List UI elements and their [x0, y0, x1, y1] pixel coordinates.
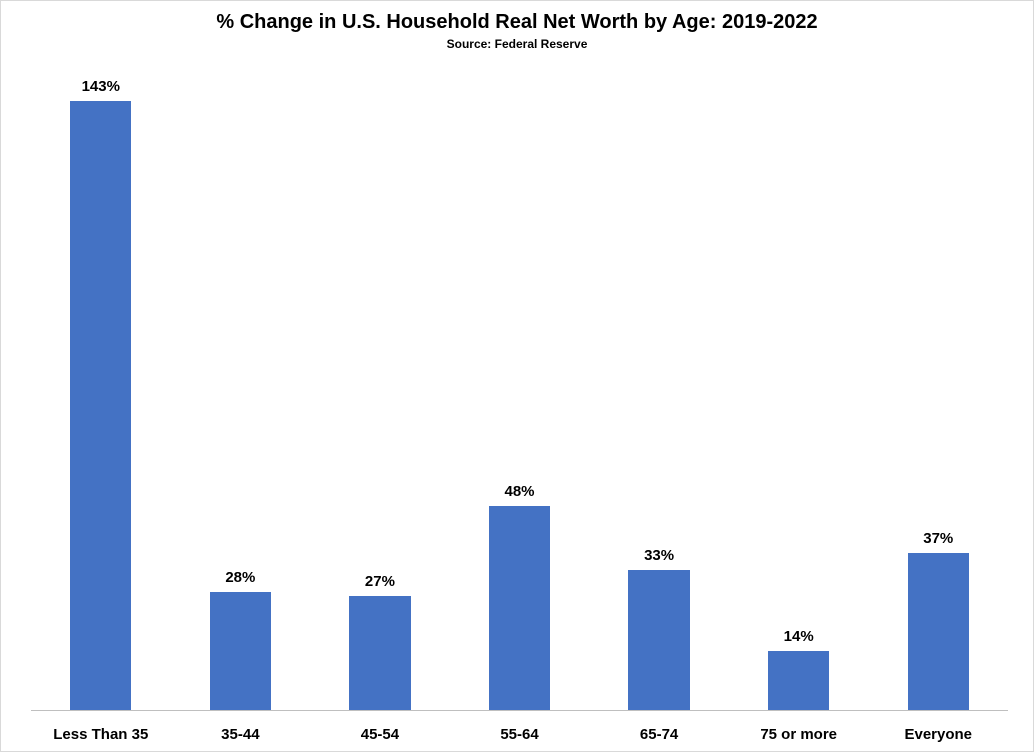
bar-value-label: 48%	[505, 483, 535, 500]
x-axis-label: Less Than 35	[31, 726, 171, 743]
x-axis-label: 35-44	[171, 726, 311, 743]
bar-slot: 14%	[729, 71, 869, 711]
x-axis-baseline	[31, 710, 1008, 711]
bar-slot: 28%	[171, 71, 311, 711]
plot-area: 143% 28% 27% 48% 33% 14%	[31, 71, 1008, 711]
bar-value-label: 28%	[225, 569, 255, 586]
bar	[768, 651, 829, 711]
bar-value-label: 27%	[365, 573, 395, 590]
chart-subtitle: Source: Federal Reserve	[1, 37, 1033, 51]
x-axis-label: 55-64	[450, 726, 590, 743]
chart-frame: % Change in U.S. Household Real Net Wort…	[0, 0, 1034, 752]
x-axis-label: 75 or more	[729, 726, 869, 743]
bar	[908, 553, 969, 711]
bar-slot: 48%	[450, 71, 590, 711]
bar	[628, 570, 689, 711]
bar-slot: 27%	[310, 71, 450, 711]
bar-value-label: 143%	[82, 78, 120, 95]
bar-value-label: 33%	[644, 547, 674, 564]
bar-slot: 33%	[589, 71, 729, 711]
chart-title: % Change in U.S. Household Real Net Wort…	[1, 11, 1033, 34]
bar	[349, 596, 410, 711]
bar	[210, 592, 271, 711]
x-axis-label: Everyone	[868, 726, 1008, 743]
bar	[489, 506, 550, 711]
bar-value-label: 14%	[784, 628, 814, 645]
bar-slot: 37%	[868, 71, 1008, 711]
bar-value-label: 37%	[923, 530, 953, 547]
bar-slot: 143%	[31, 71, 171, 711]
bars-container: 143% 28% 27% 48% 33% 14%	[31, 71, 1008, 711]
bar	[70, 101, 131, 711]
x-axis-labels: Less Than 35 35-44 45-54 55-64 65-74 75 …	[31, 726, 1008, 743]
x-axis-label: 45-54	[310, 726, 450, 743]
x-axis-label: 65-74	[589, 726, 729, 743]
